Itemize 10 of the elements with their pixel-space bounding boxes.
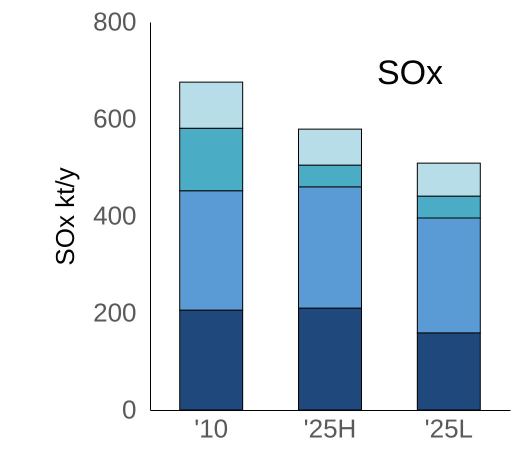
annotation: SOx	[376, 54, 444, 92]
x-tick-label: '10	[194, 414, 228, 444]
y-tick-label: 600	[93, 104, 136, 134]
x-tick-label: '25H	[304, 414, 356, 444]
y-axis-title: SOx kt/y	[50, 167, 80, 266]
y-tick-label: 200	[93, 298, 136, 328]
y-tick-label: 400	[93, 200, 136, 230]
y-tick-label: 0	[122, 394, 136, 424]
x-tick-label: '25L	[424, 414, 473, 444]
y-tick-label: 800	[93, 6, 136, 36]
